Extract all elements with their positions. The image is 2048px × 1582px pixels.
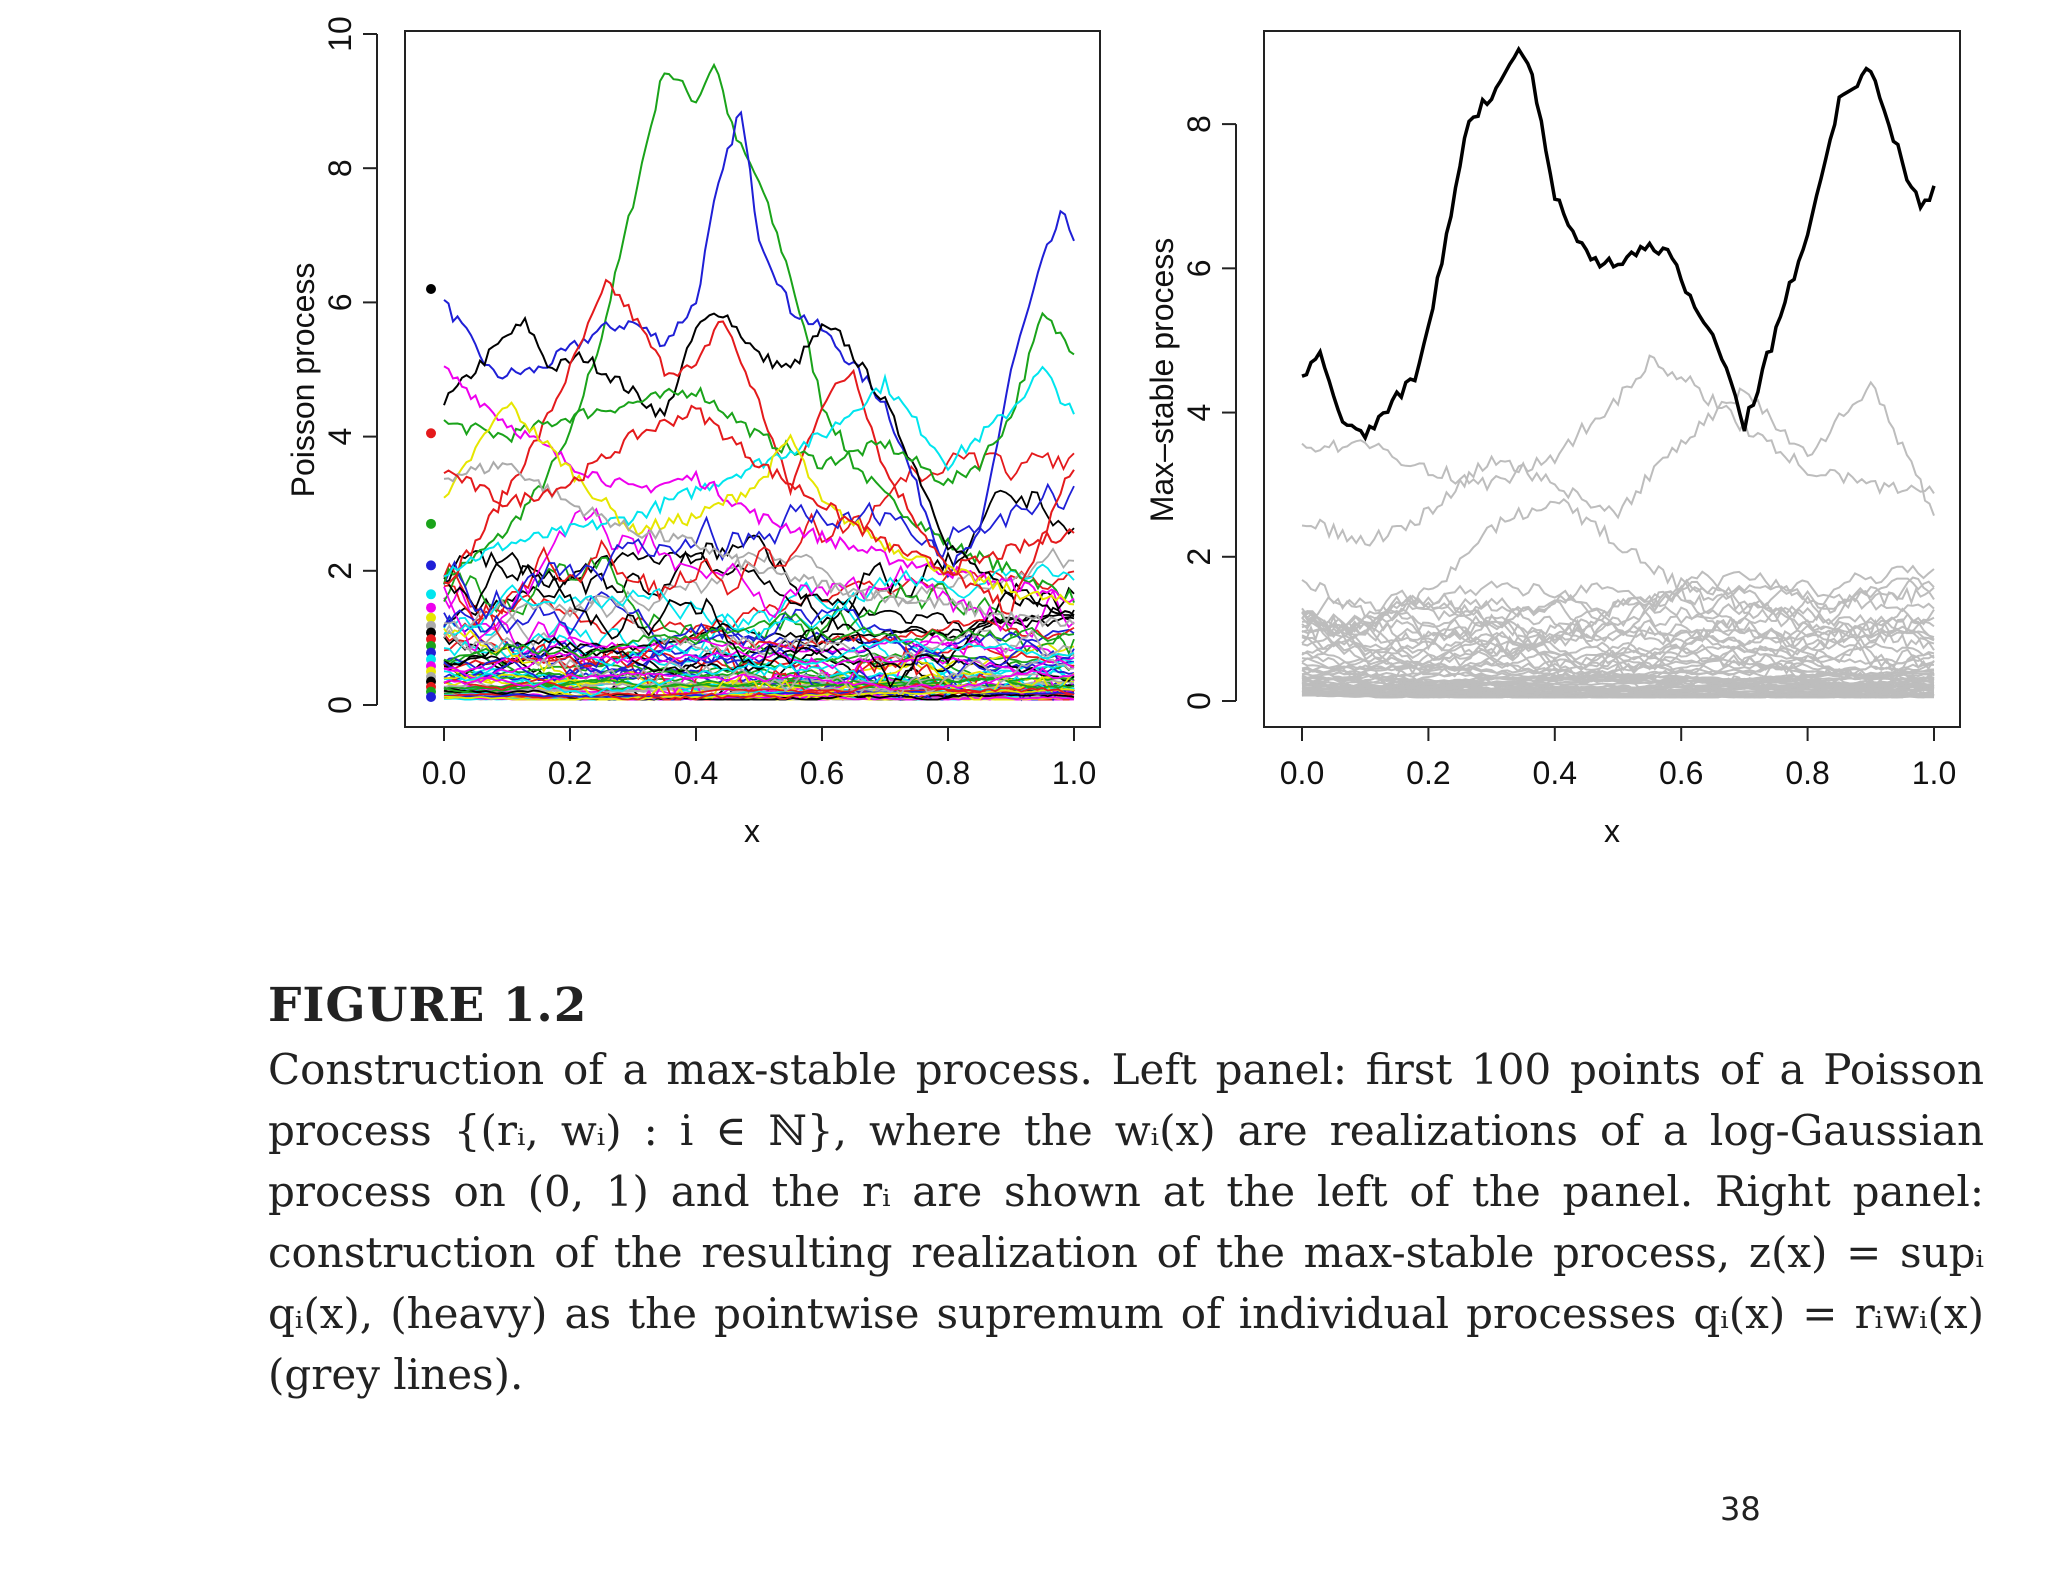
right-x-axis-label: x	[1604, 813, 1620, 849]
left-y-tick-label: 4	[322, 428, 358, 446]
left-background-series-line	[443, 482, 1075, 620]
left-y-tick-label: 8	[322, 159, 358, 177]
left-series-line	[443, 312, 1075, 616]
left-r-point	[426, 560, 436, 571]
left-background-series-line	[444, 688, 1075, 701]
right-y-tick-label: 0	[1181, 692, 1217, 710]
figure-caption-block: FIGURE 1.2 Construction of a max-stable …	[268, 978, 1984, 1405]
left-x-tick-label: 0.2	[548, 755, 592, 791]
right-x-tick-label: 0.6	[1659, 755, 1703, 791]
right-series-line	[1301, 584, 1935, 651]
left-background-series-line	[443, 551, 1075, 643]
left-background-series-line	[443, 670, 1075, 693]
right-series-line	[1301, 45, 1936, 442]
right-y-tick-label: 8	[1181, 115, 1217, 133]
left-r-point	[426, 428, 436, 439]
right-series-line	[1301, 608, 1935, 658]
left-background-series-line	[443, 638, 1075, 698]
right-background-series-line	[1301, 693, 1935, 699]
figure-caption: Construction of a max-stable process. Le…	[268, 1045, 1984, 1399]
left-background-series-line	[443, 612, 1075, 663]
left-x-tick-label: 0.6	[800, 755, 844, 791]
right-series-line	[1301, 380, 1935, 547]
right-background-series-line	[1301, 586, 1935, 658]
left-y-tick-label: 6	[322, 294, 358, 312]
left-background-series-line	[443, 556, 1075, 675]
right-background-series-line	[1301, 688, 1935, 697]
left-r-point	[426, 283, 436, 294]
left-x-axis: 0.0 0.2 0.4 0.6 0.8 1.0	[422, 726, 1096, 791]
left-background-series-line	[443, 507, 1075, 652]
left-series-line	[443, 311, 1075, 487]
left-r-point	[426, 518, 436, 529]
left-y-tick-label: 0	[322, 696, 358, 714]
figure-label: FIGURE 1.2	[268, 978, 588, 1033]
right-x-tick-label: 0.8	[1785, 755, 1829, 791]
left-background-series-line	[443, 562, 1075, 690]
left-series-line	[443, 278, 1075, 615]
left-background-series-line	[443, 643, 1075, 677]
left-background-series-line	[443, 563, 1075, 640]
right-background-series-line	[1301, 564, 1935, 647]
right-background-series-line	[1301, 627, 1935, 673]
left-background-series-line	[443, 678, 1075, 701]
left-x-tick-label: 0.4	[674, 755, 718, 791]
left-r-points-group	[426, 283, 436, 702]
right-series-group	[1301, 45, 1936, 699]
left-background-series-line	[443, 451, 1075, 620]
right-background-series-line	[1301, 648, 1935, 699]
left-series-line	[443, 401, 1075, 606]
left-y-tick-label: 10	[322, 16, 358, 52]
left-series-line	[443, 460, 1075, 628]
right-background-series-line	[1301, 645, 1935, 677]
left-background-series-line	[443, 670, 1075, 691]
left-series-line	[443, 404, 1075, 577]
left-x-axis-label: x	[744, 813, 760, 849]
left-r-point	[426, 602, 436, 613]
left-x-tick-label: 0.0	[422, 755, 466, 791]
left-y-axis: 0 2 4 6 8 10	[322, 16, 378, 714]
left-series-line	[443, 62, 1075, 603]
left-r-point	[426, 691, 436, 702]
right-background-series-line	[1301, 608, 1935, 672]
right-y-tick-label: 4	[1181, 404, 1217, 422]
figure-svg: 0.0 0.2 0.4 0.6 0.8 1.0 0 2 4 6 8 10 x Poisson pro…	[285, 16, 1961, 849]
left-background-series-line	[443, 591, 1075, 680]
left-series-group	[443, 62, 1075, 702]
right-x-tick-label: 0.2	[1406, 755, 1450, 791]
left-x-tick-label: 0.8	[926, 755, 970, 791]
left-x-tick-label: 1.0	[1052, 755, 1096, 791]
left-background-series-line	[444, 687, 1075, 700]
right-x-axis: 0.0 0.2 0.4 0.6 0.8 1.0	[1280, 726, 1956, 791]
left-y-axis-label: Poisson process	[285, 263, 321, 498]
right-series-line	[1301, 354, 1935, 495]
left-r-point	[426, 612, 436, 623]
right-y-tick-label: 2	[1181, 548, 1217, 566]
page-number: 38	[1720, 1490, 1761, 1528]
left-y-tick-label: 2	[322, 562, 358, 580]
right-x-tick-label: 1.0	[1912, 755, 1956, 791]
right-y-axis-label: Max–stable process	[1144, 238, 1180, 523]
right-x-tick-label: 0.4	[1533, 755, 1577, 791]
right-panel: 0.0 0.2 0.4 0.6 0.8 1.0 0 2 4 6 8 x Max–stable pr…	[1144, 30, 1961, 849]
right-series-line	[1301, 497, 1935, 622]
left-background-series-line	[443, 689, 1075, 701]
left-r-point	[426, 589, 436, 600]
right-x-tick-label: 0.0	[1280, 755, 1324, 791]
left-series-line	[443, 365, 1075, 578]
right-background-series-line	[1301, 628, 1935, 683]
left-background-series-line	[443, 629, 1075, 697]
right-y-tick-label: 6	[1181, 259, 1217, 277]
right-background-series-line	[1301, 681, 1935, 692]
left-panel: 0.0 0.2 0.4 0.6 0.8 1.0 0 2 4 6 8 10 x Poisson pro…	[285, 16, 1101, 849]
right-background-series-line	[1301, 671, 1935, 689]
right-y-axis: 0 2 4 6 8	[1181, 115, 1237, 710]
